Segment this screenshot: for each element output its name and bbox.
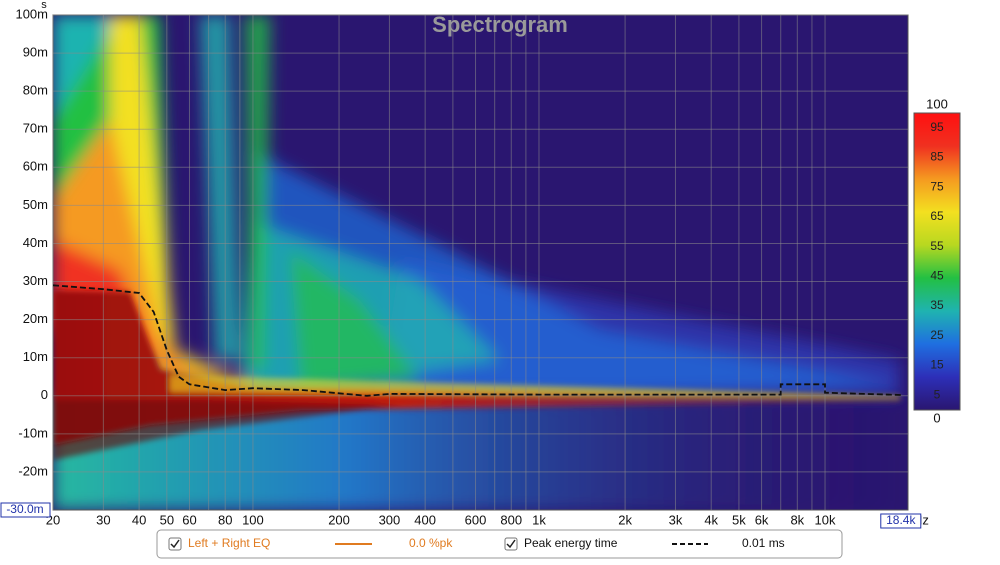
x-tick-label: 2k bbox=[618, 512, 632, 527]
x-tick-label: 400 bbox=[414, 512, 436, 527]
y-tick-label: 80m bbox=[23, 83, 48, 98]
x-range-box bbox=[880, 513, 922, 529]
legend bbox=[156, 529, 843, 559]
colorbar-tick-label: 75 bbox=[930, 179, 944, 193]
y-tick-label: 40m bbox=[23, 235, 48, 250]
colorbar-tick-label: 35 bbox=[930, 298, 944, 312]
colorbar-tick-label: 85 bbox=[930, 150, 944, 164]
x-tick-label: 300 bbox=[379, 512, 401, 527]
x-tick-label: 30 bbox=[96, 512, 110, 527]
legend-label: Left + Right EQ bbox=[188, 536, 270, 550]
x-tick-label: 3k bbox=[669, 512, 683, 527]
x-tick-label: 60 bbox=[182, 512, 196, 527]
legend-readout: 0.01 ms bbox=[742, 536, 785, 550]
colorbar-tick-label: 25 bbox=[930, 328, 944, 342]
y-tick-label: 30m bbox=[23, 273, 48, 288]
colorbar-tick-label: 5 bbox=[934, 387, 941, 401]
x-tick-label: 80 bbox=[218, 512, 232, 527]
x-tick-label: 100 bbox=[242, 512, 264, 527]
spectrogram-image bbox=[53, 15, 908, 510]
y-tick-label: 10m bbox=[23, 349, 48, 364]
colorbar bbox=[913, 112, 961, 411]
colorbar-tick-label: 100 bbox=[926, 96, 948, 111]
y-tick-label: 60m bbox=[23, 159, 48, 174]
colorbar-tick-label: 15 bbox=[930, 358, 944, 372]
x-tick-label: 6k bbox=[755, 512, 769, 527]
x-tick-label: 40 bbox=[132, 512, 146, 527]
y-tick-label: -20m bbox=[18, 463, 48, 478]
peak-line bbox=[53, 284, 901, 397]
x-tick-label: 800 bbox=[500, 512, 522, 527]
legend-box bbox=[156, 529, 843, 559]
x-tick-label: 8k bbox=[790, 512, 804, 527]
legend-label: Peak energy time bbox=[524, 536, 618, 550]
y-range-label: -30.0m bbox=[6, 502, 43, 516]
colorbar-tick-label: 0 bbox=[933, 410, 940, 425]
x-tick-label: 600 bbox=[465, 512, 487, 527]
colorbar-tick-label: 45 bbox=[930, 269, 944, 283]
x-tick-label: 1k bbox=[532, 512, 546, 527]
grid bbox=[52, 14, 908, 510]
checkbox[interactable] bbox=[168, 537, 182, 551]
colorbar-tick-label: 55 bbox=[930, 239, 944, 253]
chart-title: Spectrogram bbox=[432, 12, 568, 37]
y-tick-label: 100m bbox=[15, 6, 48, 21]
y-tick-label: 20m bbox=[23, 311, 48, 326]
x-tick-label: 50 bbox=[160, 512, 174, 527]
x-range-label: 18.4k bbox=[886, 513, 916, 527]
checkmark bbox=[506, 539, 516, 549]
checkmark bbox=[170, 539, 180, 549]
y-tick-label: 70m bbox=[23, 121, 48, 136]
x-tick-label: 10k bbox=[815, 512, 836, 527]
x-tick-label: 200 bbox=[328, 512, 350, 527]
y-tick-label: 90m bbox=[23, 45, 48, 60]
x-tick-label: 5k bbox=[732, 512, 746, 527]
legend-readout: 0.0 %pk bbox=[409, 536, 453, 550]
y-tick-label: 50m bbox=[23, 197, 48, 212]
y-range-box bbox=[0, 502, 51, 518]
y-tick-label: -10m bbox=[18, 425, 48, 440]
checkbox[interactable] bbox=[504, 537, 518, 551]
colorbar-tick-label: 65 bbox=[930, 209, 944, 223]
colorbar-tick-label: 95 bbox=[930, 120, 944, 134]
x-tick-label: 4k bbox=[704, 512, 718, 527]
y-tick-label: 0 bbox=[41, 387, 48, 402]
y-unit: s bbox=[41, 0, 47, 11]
